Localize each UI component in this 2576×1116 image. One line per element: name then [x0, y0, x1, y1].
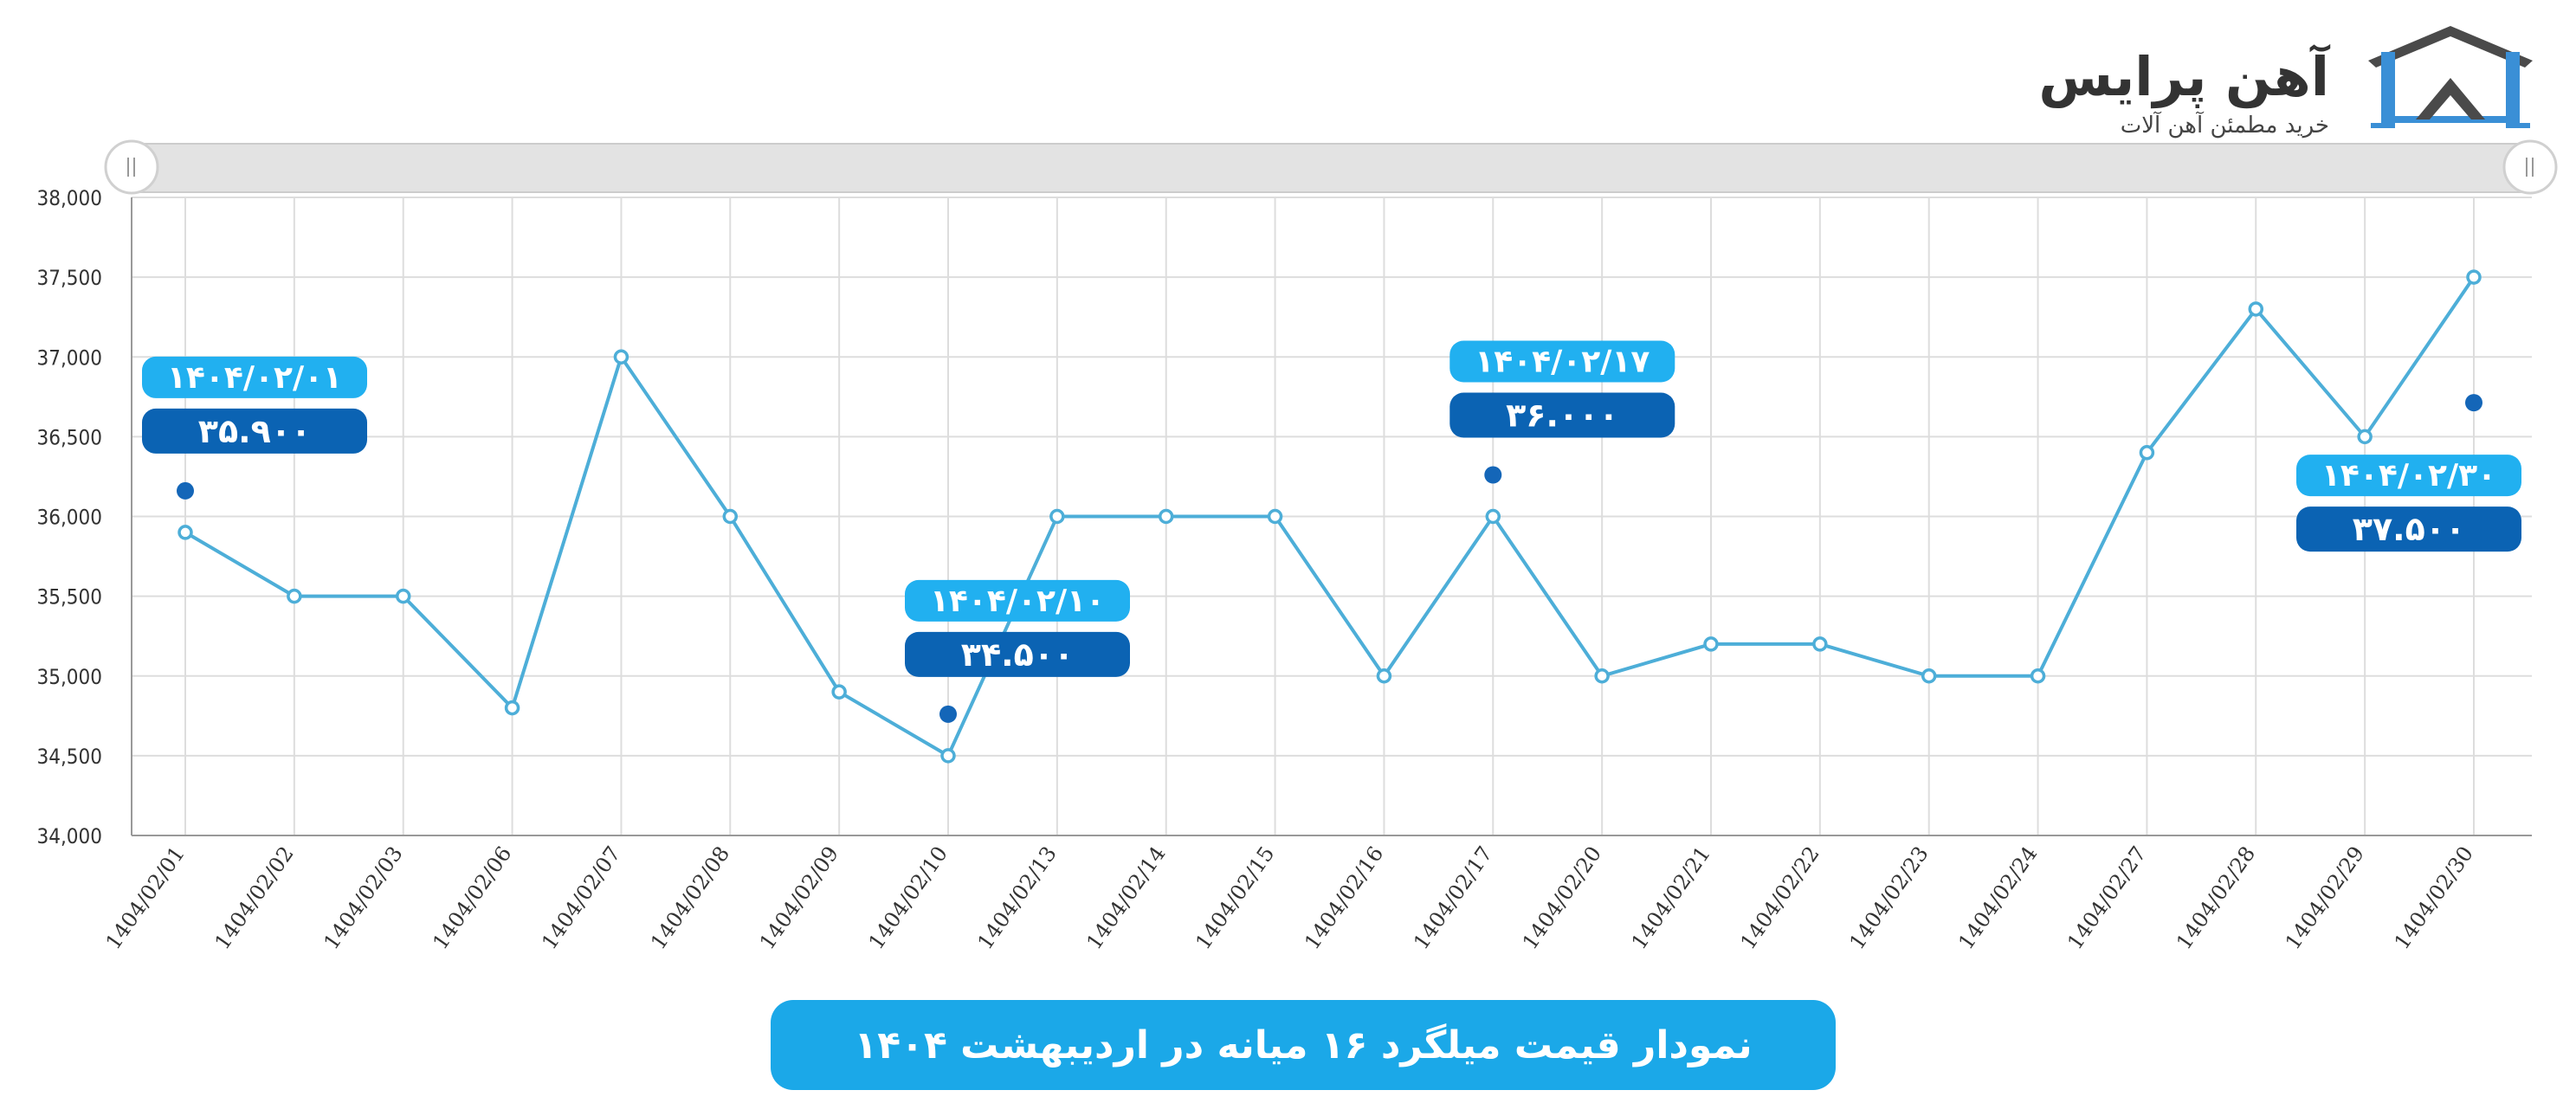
x-tick-label: 1404/02/15	[1191, 842, 1279, 953]
y-tick-label: 34,500	[36, 745, 102, 769]
annotation-price-tag	[142, 408, 367, 454]
x-tick-label: 1404/02/23	[1844, 842, 1933, 953]
y-axis-ticks: 34,000 34,500 35,000 35,500 36,000 36,500 37,0…	[36, 186, 102, 848]
x-tick-label: 1404/02/27	[2063, 842, 2151, 953]
data-point	[1376, 668, 1392, 684]
line-chart: 34,000 34,500 35,000 35,500 36,000 36,500 37,0…	[36, 139, 2558, 954]
x-tick-label: 1404/02/17	[1409, 842, 1497, 953]
price-annotation: ۱۴۰۴/۰۲/۱۰ ۳۴.۵۰۰	[905, 579, 1130, 723]
data-point	[1485, 508, 1501, 525]
y-tick-label: 37,000	[36, 345, 102, 370]
x-tick-label: 1404/02/02	[210, 842, 298, 953]
x-tick-label: 1404/02/01	[101, 842, 190, 953]
x-tick-label: 1404/02/06	[428, 842, 516, 953]
data-point	[1594, 668, 1610, 684]
annotation-date-tag	[2296, 455, 2521, 497]
x-tick-label: 1404/02/13	[972, 842, 1061, 953]
data-point	[504, 700, 520, 716]
y-tick-label: 34,000	[36, 824, 102, 848]
y-tick-label: 36,500	[36, 425, 102, 449]
data-point	[287, 588, 302, 604]
range-handle-left[interactable]	[104, 139, 159, 195]
x-tick-label: 1404/02/03	[319, 842, 407, 953]
y-tick-label: 36,000	[36, 506, 102, 530]
data-point	[2357, 429, 2373, 445]
data-point	[613, 349, 629, 364]
y-tick-label: 35,000	[36, 665, 102, 689]
annotation-price-label: ۳۵.۹۰۰	[198, 412, 311, 450]
annotation-date-tag	[142, 356, 367, 398]
data-point	[1049, 508, 1065, 525]
price-annotation: ۱۴۰۴/۰۲/۰۱ ۳۵.۹۰۰	[142, 356, 367, 500]
data-points	[178, 269, 2482, 764]
x-tick-label: 1404/02/10	[864, 842, 952, 953]
annotation-marker-dot	[1484, 466, 1502, 484]
data-point	[2248, 301, 2264, 317]
annotation-marker-dot	[177, 481, 194, 500]
y-tick-label: 38,000	[36, 186, 102, 210]
data-point	[395, 588, 411, 604]
chart-title-banner: نمودار قیمت میلگرد ۱۶ میانه در اردیبهشت …	[771, 1000, 1836, 1090]
range-handle-right[interactable]	[2502, 139, 2558, 195]
brand-name: آهن پرایس	[2038, 45, 2329, 108]
x-axis-ticks: 1404/02/01 1404/02/02 1404/02/03 1404/02/06…	[101, 842, 2478, 953]
data-point	[1812, 636, 1828, 652]
annotation-date-label: ۱۴۰۴/۰۲/۱۰	[930, 584, 1105, 619]
x-tick-label: 1404/02/28	[2172, 842, 2260, 953]
x-tick-label: 1404/02/09	[755, 842, 843, 953]
data-point	[1703, 636, 1719, 652]
annotation-date-tag	[905, 579, 1130, 622]
x-tick-label: 1404/02/24	[1953, 842, 2042, 953]
price-annotation: ۱۴۰۴/۰۲/۳۰ ۳۷.۵۰۰	[2296, 394, 2521, 552]
annotation-price-label: ۳۶.۰۰۰	[1506, 397, 1618, 435]
x-tick-label: 1404/02/08	[646, 842, 734, 953]
data-point	[2030, 668, 2046, 684]
x-tick-label: 1404/02/16	[1300, 842, 1388, 953]
data-point	[1267, 508, 1283, 525]
annotation-price-label: ۳۴.۵۰۰	[961, 635, 1074, 674]
data-point	[1158, 508, 1174, 525]
data-point	[2139, 445, 2155, 461]
brand-tagline: خرید مطمئن آهن آلات	[2120, 113, 2329, 139]
annotation-date-label: ۱۴۰۴/۰۲/۱۷	[1475, 345, 1650, 380]
chart-axes	[131, 197, 2532, 836]
annotation-date-label: ۱۴۰۴/۰۲/۳۰	[2321, 458, 2496, 493]
data-point	[722, 508, 739, 525]
annotation-price-label: ۳۷.۵۰۰	[2353, 510, 2465, 548]
x-tick-label: 1404/02/20	[1518, 842, 1606, 953]
series-line	[184, 275, 2476, 758]
x-tick-label: 1404/02/30	[2390, 842, 2478, 953]
annotation-date-tag	[1449, 340, 1675, 383]
annotation-price-tag	[2296, 506, 2521, 552]
annotation-price-tag	[905, 631, 1130, 677]
data-point	[2466, 269, 2482, 285]
price-annotations: ۱۴۰۴/۰۲/۰۱۳۵.۹۰۰۱۴۰۴/۰۲/۱۰۳۴.۵۰۰۱۴۰۴/۰۲/…	[142, 340, 2521, 723]
chart-title: نمودار قیمت میلگرد ۱۶ میانه در اردیبهشت …	[854, 1022, 1753, 1068]
chart-range-scrollbar[interactable]	[104, 139, 2558, 195]
annotation-marker-dot	[2465, 394, 2482, 412]
x-tick-label: 1404/02/29	[2281, 842, 2369, 953]
x-tick-label: 1404/02/07	[537, 842, 625, 953]
data-point	[940, 748, 956, 764]
annotation-marker-dot	[939, 705, 957, 723]
y-tick-label: 37,500	[36, 266, 102, 290]
data-point	[1921, 668, 1937, 684]
logo-house-icon	[2368, 26, 2533, 128]
chart-grid	[132, 197, 2532, 836]
x-tick-label: 1404/02/21	[1627, 842, 1715, 953]
annotation-price-tag	[1449, 392, 1675, 438]
y-tick-label: 35,500	[36, 585, 102, 610]
data-point	[178, 525, 193, 540]
brand-logo: آهن پرایس خرید مطمئن آهن آلات	[2038, 26, 2537, 139]
price-annotation: ۱۴۰۴/۰۲/۱۷ ۳۶.۰۰۰	[1449, 340, 1675, 484]
annotation-date-label: ۱۴۰۴/۰۲/۰۱	[167, 360, 342, 396]
x-tick-label: 1404/02/14	[1081, 842, 1170, 953]
x-tick-label: 1404/02/22	[1735, 842, 1824, 953]
data-point	[831, 684, 847, 700]
